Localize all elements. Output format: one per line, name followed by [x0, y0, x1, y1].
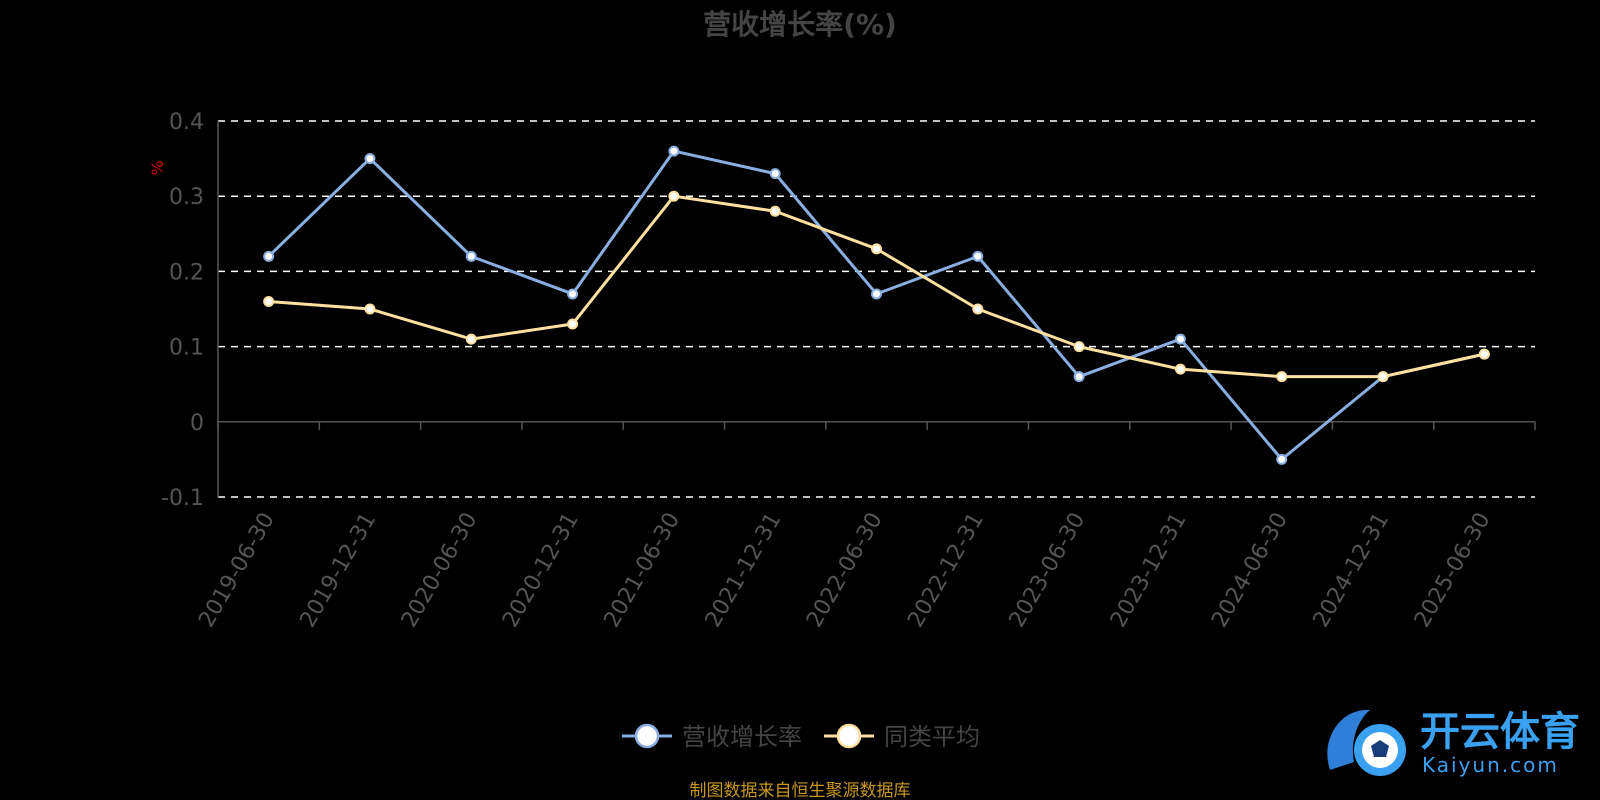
y-axis-unit: %	[148, 160, 167, 175]
y-tick-label: -0.1	[161, 486, 204, 511]
data-point	[871, 243, 882, 255]
x-tick-label: 2020-06-30	[397, 509, 483, 632]
legend[interactable]: 营收增长率 同类平均	[622, 723, 980, 751]
data-point	[465, 250, 477, 262]
legend-label: 同类平均	[884, 723, 980, 751]
x-tick-label: 2019-12-31	[296, 509, 382, 632]
x-tick-label: 2019-06-30	[194, 509, 280, 632]
legend-label: 营收增长率	[682, 723, 802, 751]
watermark-logo: 开云体育 Kaiyun.com	[1327, 709, 1580, 777]
x-tick-label: 2021-12-31	[701, 509, 787, 632]
data-point	[263, 295, 275, 307]
x-tick-label: 2024-06-30	[1207, 509, 1293, 632]
y-tick-label: 0.4	[169, 110, 204, 135]
data-point	[1174, 363, 1186, 375]
data-point	[1478, 348, 1490, 360]
data-point	[769, 168, 781, 180]
data-point	[1276, 371, 1288, 383]
x-tick-label: 2022-12-31	[903, 508, 989, 631]
x-tick-label: 2022-06-30	[802, 509, 888, 632]
x-tick-label: 2025-06-30	[1410, 509, 1496, 632]
data-point	[1073, 371, 1085, 383]
data-point	[668, 145, 680, 157]
x-axis-ticks: 2019-06-30 2019-12-31 2020-06-30 2020-12-31…	[194, 508, 1495, 631]
x-tick-label: 2023-12-31	[1106, 509, 1192, 632]
data-point	[364, 153, 376, 165]
x-tick-label: 2020-12-31	[498, 509, 584, 632]
x-tick-label: 2023-06-30	[1005, 509, 1091, 632]
ball-icon	[1327, 709, 1406, 776]
source-note: 制图数据来自恒生聚源数据库	[690, 781, 911, 800]
data-point	[1276, 453, 1288, 465]
data-point	[668, 190, 680, 202]
data-point	[465, 333, 477, 345]
data-point	[1377, 371, 1389, 383]
data-point	[567, 288, 579, 300]
series-line	[268, 194, 1485, 379]
y-tick-label: 0	[190, 411, 204, 436]
y-tick-label: 0.3	[169, 185, 204, 210]
y-tick-label: 0.1	[169, 336, 204, 361]
data-point	[972, 303, 984, 315]
data-point	[567, 318, 579, 330]
data-point	[263, 250, 275, 262]
data-point	[1174, 333, 1186, 345]
watermark-cn: 开云体育	[1420, 709, 1580, 755]
series-lines	[263, 145, 1490, 465]
y-axis-ticks: 0.4 0.3 0.2 0.1 0 -0.1	[161, 110, 204, 511]
grid-lines	[218, 120, 1535, 498]
axes	[217, 121, 1536, 497]
data-point	[1073, 341, 1085, 353]
data-point	[871, 288, 882, 300]
y-tick-label: 0.2	[169, 260, 204, 285]
legend-marker	[836, 723, 862, 749]
data-point	[769, 205, 781, 217]
chart-title: 营收增长率(%)	[703, 8, 897, 41]
legend-marker	[634, 723, 660, 749]
x-tick-label: 2024-12-31	[1309, 509, 1395, 632]
data-point	[972, 250, 984, 262]
x-tick-label: 2021-06-30	[600, 509, 686, 632]
data-point	[364, 303, 376, 315]
series-line	[267, 149, 1485, 461]
watermark-en: Kaiyun.com	[1422, 753, 1559, 777]
